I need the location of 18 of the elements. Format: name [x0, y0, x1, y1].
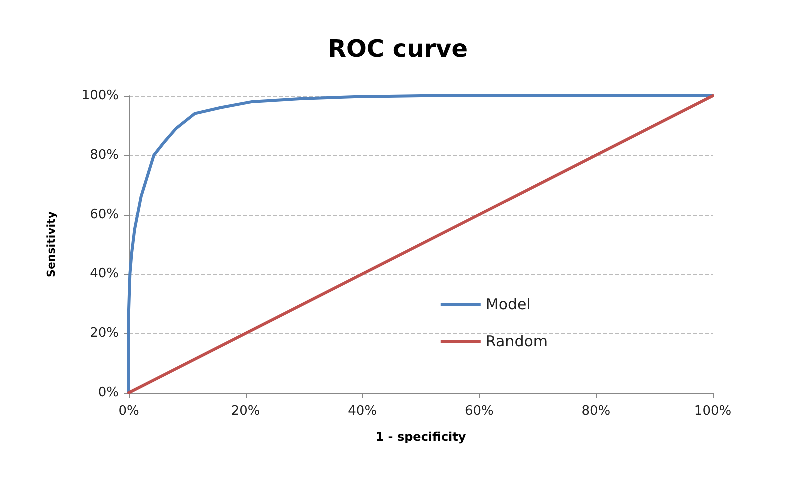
chart-title: ROC curve: [328, 35, 468, 63]
x-tick-label: 20%: [231, 404, 260, 419]
y-tick-label: 80%: [90, 148, 119, 163]
legend-label: Model: [486, 296, 531, 314]
x-tick-label: 100%: [694, 404, 732, 419]
line-series: [128, 94, 714, 394]
x-tick-label: 40%: [348, 404, 378, 419]
y-tick-label: 60%: [90, 207, 119, 222]
x-tick-label: 80%: [582, 404, 611, 419]
legend-label: Random: [486, 332, 548, 350]
y-tick-label: 100%: [82, 88, 119, 104]
x-tick-label: 0%: [118, 404, 140, 419]
y-axis-title: Sensitivity: [45, 212, 58, 278]
y-tick-label: 20%: [90, 326, 119, 342]
y-tick-label: 40%: [90, 266, 119, 282]
y-tick-label: 0%: [98, 386, 119, 400]
x-tick-label: 60%: [464, 404, 494, 419]
x-axis-title: 1 - specificity: [376, 430, 466, 444]
